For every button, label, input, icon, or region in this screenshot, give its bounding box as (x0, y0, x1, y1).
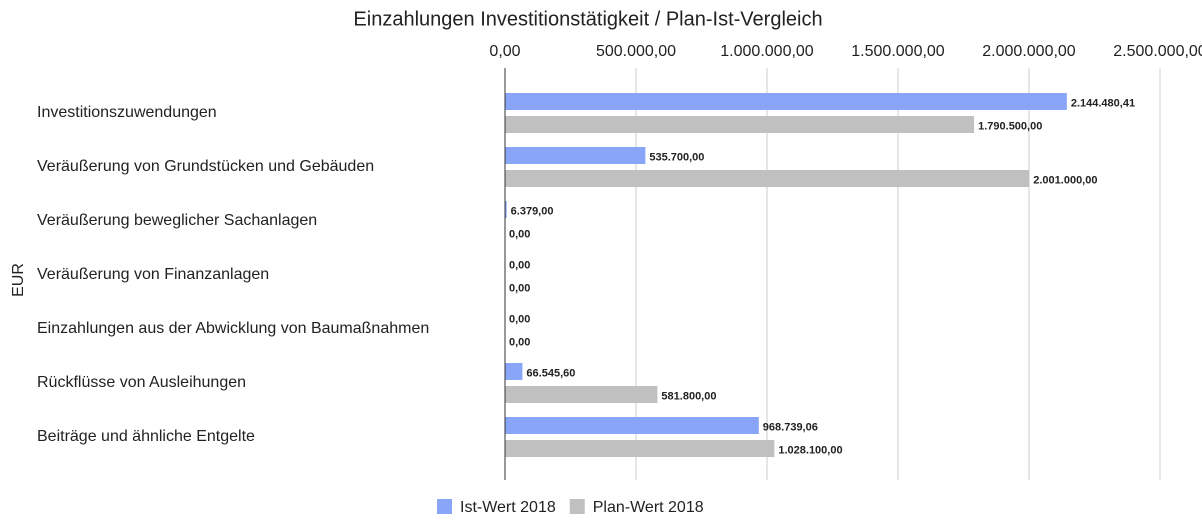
y-tick-label: Beiträge und ähnliche Entgelte (37, 428, 255, 445)
bar (505, 147, 646, 164)
legend-swatch (569, 499, 585, 514)
bar (505, 386, 658, 403)
value-label: 0,00 (509, 313, 530, 325)
y-axis-label: EUR (10, 263, 27, 297)
legend-label: Plan-Wert 2018 (593, 499, 704, 516)
y-tick-label: Veräußerung von Grundstücken und Gebäude… (37, 158, 374, 175)
y-tick-label: Investitionszuwendungen (37, 104, 217, 121)
value-label: 2.001.000,00 (1033, 174, 1097, 186)
legend-label: Ist-Wert 2018 (460, 499, 556, 516)
bar (505, 363, 523, 380)
value-label: 2.144.480,41 (1071, 97, 1135, 109)
x-tick-label: 1.000.000,00 (720, 43, 814, 60)
x-tick-label: 2.500.000,00 (1113, 43, 1202, 60)
value-label: 66.545,60 (526, 367, 575, 379)
chart-title: Einzahlungen Investitionstätigkeit / Pla… (353, 8, 822, 30)
value-label: 968.739,06 (763, 421, 818, 433)
bar (505, 170, 1030, 187)
y-tick-label: Veräußerung beweglicher Sachanlagen (37, 212, 317, 229)
y-tick-label: Rückflüsse von Ausleihungen (37, 374, 246, 391)
value-label: 6.379,00 (511, 205, 554, 217)
value-label: 535.700,00 (649, 151, 704, 163)
value-label: 0,00 (509, 228, 530, 240)
bar (505, 116, 975, 133)
x-tick-label: 0,00 (489, 43, 520, 60)
value-label: 581.800,00 (661, 390, 716, 402)
x-tick-label: 500.000,00 (596, 43, 676, 60)
bar (505, 417, 759, 434)
value-label: 0,00 (509, 282, 530, 294)
x-tick-label: 2.000.000,00 (982, 43, 1076, 60)
value-label: 1.028.100,00 (778, 444, 842, 456)
bar (505, 440, 775, 457)
value-label: 1.790.500,00 (978, 120, 1042, 132)
y-tick-label: Einzahlungen aus der Abwicklung von Baum… (37, 320, 429, 337)
value-label: 0,00 (509, 336, 530, 348)
x-tick-label: 1.500.000,00 (851, 43, 945, 60)
bar (505, 93, 1067, 110)
bar (505, 201, 507, 218)
value-label: 0,00 (509, 259, 530, 271)
legend-swatch (437, 499, 452, 514)
y-tick-label: Veräußerung von Finanzanlagen (37, 266, 269, 283)
